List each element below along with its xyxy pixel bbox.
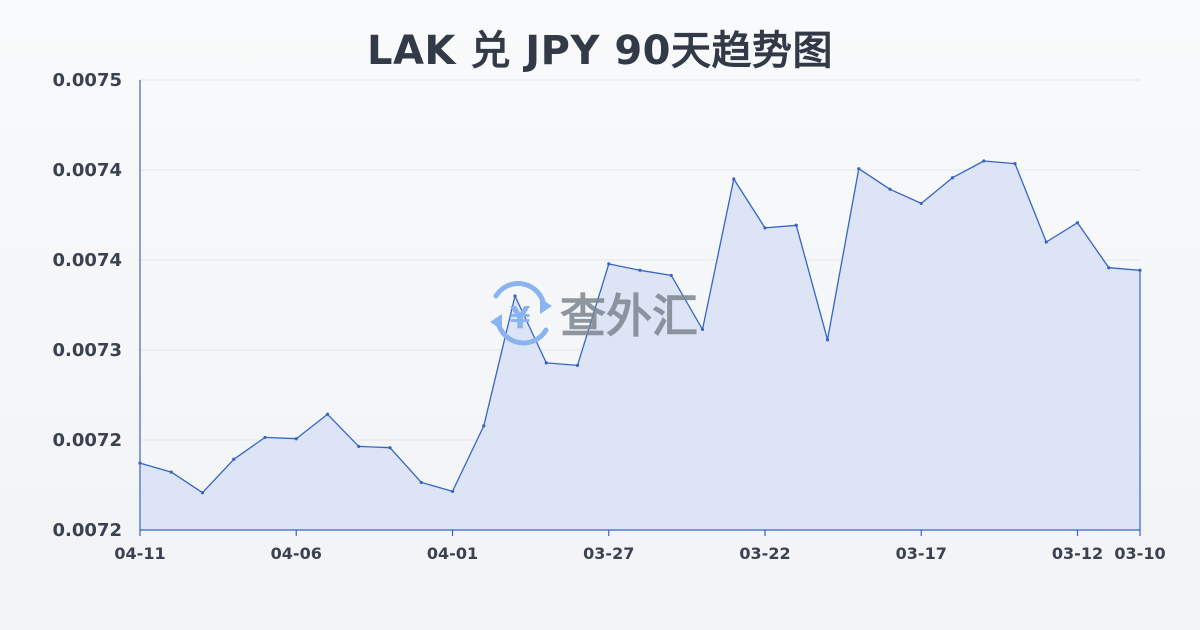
- x-tick-label: 04-11: [114, 544, 165, 563]
- data-point: [950, 176, 955, 180]
- watermark: ¥ 查外汇: [490, 281, 698, 346]
- y-tick-label: 0.0073: [53, 340, 122, 361]
- axes: 0.0075 0.0074 0.0074 0.0073 0.0072 0.0072 04-1…: [53, 70, 1166, 563]
- data-point: [169, 470, 173, 474]
- data-point: [200, 491, 205, 495]
- yen-cycle-icon: ¥: [490, 281, 552, 346]
- data-point: [825, 338, 830, 342]
- data-point: [607, 262, 611, 266]
- data-point: [544, 361, 548, 365]
- plot-area: [138, 159, 1142, 530]
- data-point: [763, 226, 767, 230]
- x-tick-label: 04-01: [427, 544, 478, 563]
- data-point: [732, 177, 736, 181]
- x-tick-label: 03-12: [1052, 544, 1103, 563]
- data-point: [638, 268, 642, 272]
- data-point: [294, 437, 298, 441]
- y-tick-label: 0.0072: [53, 520, 122, 541]
- chart-title: LAK 兑 JPY 90天趋势图: [366, 28, 834, 74]
- x-tick-label: 03-17: [896, 544, 947, 563]
- data-point: [513, 294, 517, 298]
- y-tick-label: 0.0075: [53, 70, 122, 91]
- watermark-text: 查外汇: [560, 289, 698, 343]
- data-point: [888, 187, 892, 191]
- data-point: [982, 159, 986, 163]
- data-point: [1013, 161, 1017, 166]
- data-point: [388, 446, 392, 450]
- data-point: [482, 424, 486, 428]
- y-tick-label: 0.0074: [53, 250, 122, 271]
- x-tick-label: 03-22: [739, 544, 790, 563]
- data-point: [263, 435, 267, 440]
- data-point: [419, 480, 423, 485]
- data-point: [1107, 266, 1111, 270]
- data-point: [669, 273, 673, 278]
- data-point: [700, 327, 705, 332]
- data-point: [919, 201, 923, 206]
- data-point: [325, 412, 330, 416]
- data-point: [794, 223, 798, 227]
- data-point: [1075, 221, 1080, 225]
- data-point: [575, 363, 580, 368]
- data-point: [450, 489, 455, 494]
- data-point: [357, 444, 361, 449]
- data-point: [1044, 240, 1048, 244]
- x-tick-label: 03-27: [583, 544, 634, 563]
- x-tick-label: 04-06: [271, 544, 322, 563]
- data-point: [232, 457, 236, 461]
- area-fill: [140, 161, 1140, 530]
- yen-symbol: ¥: [510, 301, 531, 336]
- y-tick-label: 0.0074: [53, 160, 122, 181]
- data-point: [857, 167, 861, 171]
- x-tick-label: 03-10: [1114, 544, 1165, 563]
- y-tick-label: 0.0072: [53, 430, 122, 451]
